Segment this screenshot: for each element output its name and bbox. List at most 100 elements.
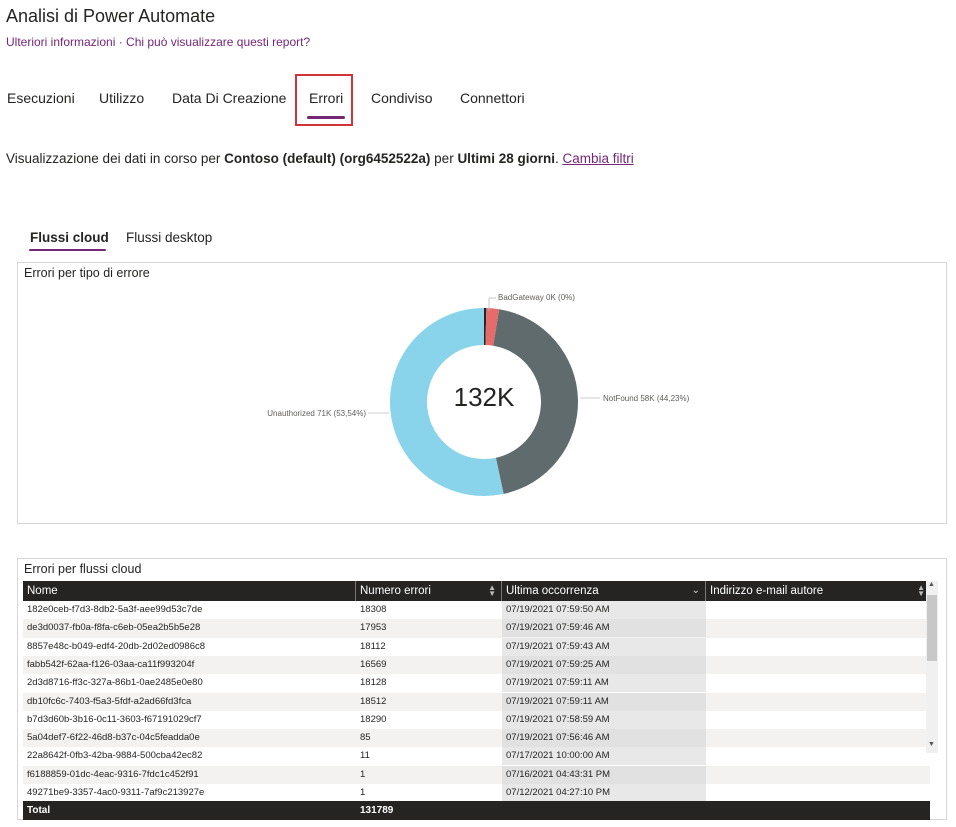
tab-utilizzo[interactable]: Utilizzo bbox=[99, 90, 145, 106]
donut-slice-badgateway[interactable] bbox=[484, 308, 487, 346]
cell-email bbox=[706, 766, 930, 784]
cell-numero-errori: 16569 bbox=[360, 658, 387, 670]
col-email-label: Indirizzo e-mail autore bbox=[710, 585, 824, 597]
scrollbar-thumb[interactable] bbox=[927, 595, 937, 661]
table-row[interactable]: db10fc6c-7403-f5a3-5fdf-a2ad66fd3fca 1851… bbox=[23, 692, 930, 711]
donut-slice-unauthorized[interactable] bbox=[389, 308, 504, 496]
sort-icon[interactable]: ▲ ▼ bbox=[488, 583, 496, 598]
table-header: Nome Numero errori ▲ ▼ Ultima occorrenza ⌄ … bbox=[23, 581, 930, 601]
table-row[interactable]: 2d3d8716-ff3c-327a-86b1-0ae2485e0e80 1812… bbox=[23, 674, 930, 693]
table-row[interactable]: de3d0037-fb0a-f8fa-c6eb-05ea2b5b5e28 1795… bbox=[23, 619, 930, 638]
tab-data-di-creazione[interactable]: Data Di Creazione bbox=[172, 90, 287, 106]
header-links: Ulteriori informazioni · Chi può visuali… bbox=[6, 35, 310, 49]
cell-ultima-occorrenza: 07/12/2021 04:27:10 PM bbox=[502, 784, 706, 802]
donut-slice-notfound[interactable] bbox=[493, 309, 578, 494]
table-row[interactable]: b7d3d60b-3b16-0c11-3603-f67191029cf7 1829… bbox=[23, 710, 930, 729]
subtab-cloud-underline bbox=[29, 249, 106, 251]
table-row[interactable]: 8857e48c-b049-edf4-20db-2d02ed0986c8 1811… bbox=[23, 637, 930, 656]
cell-ultima-occorrenza: 07/19/2021 07:59:50 AM bbox=[502, 601, 706, 619]
donut-chart: 132K BadGateway 0K (0%) NotFound 58K (44… bbox=[267, 293, 690, 496]
cell-numero-errori: 18512 bbox=[360, 695, 387, 707]
scroll-down-arrow-icon[interactable]: ▼ bbox=[928, 741, 935, 748]
filter-prefix: Visualizzazione dei dati in corso per bbox=[6, 151, 225, 166]
errors-table: Nome Numero errori ▲ ▼ Ultima occorrenza ⌄ … bbox=[23, 581, 930, 820]
cell-email bbox=[706, 693, 930, 711]
cell-email bbox=[706, 656, 930, 674]
table-row[interactable]: fabb542f-62aa-f126-03aa-ca11f993204f 1656… bbox=[23, 655, 930, 675]
scroll-up-arrow-icon[interactable]: ▲ bbox=[928, 581, 935, 588]
col-header-email[interactable]: Indirizzo e-mail autore ▲ ▼ bbox=[706, 581, 930, 601]
cell-nome: 22a8642f-0fb3-42ba-9884-500cba42ec82 bbox=[27, 750, 203, 762]
cell-email bbox=[706, 747, 930, 765]
cell-email bbox=[706, 711, 930, 729]
table-scrollbar[interactable]: ▲ ▼ bbox=[926, 581, 938, 753]
cell-email bbox=[706, 601, 930, 619]
total-label: Total bbox=[27, 805, 51, 816]
tab-connettori[interactable]: Connettori bbox=[460, 90, 525, 106]
cell-nome: db10fc6c-7403-f5a3-5fdf-a2ad66fd3fca bbox=[27, 695, 192, 707]
cell-numero-errori: 1 bbox=[360, 787, 366, 798]
col-header-ultima-occorrenza[interactable]: Ultima occorrenza ⌄ bbox=[502, 581, 706, 601]
cell-ultima-occorrenza: 07/19/2021 07:58:59 AM bbox=[502, 710, 706, 729]
table-row[interactable]: 49271be9-3357-4ac0-9311-7af9c213927e 1 07/… bbox=[23, 784, 930, 802]
sort-desc-chevron-icon[interactable]: ⌄ bbox=[691, 585, 700, 596]
cell-ultima-occorrenza: 07/19/2021 07:59:11 AM bbox=[502, 692, 706, 711]
subtab-desktop-flows[interactable]: Flussi desktop bbox=[126, 230, 213, 245]
cell-ultima-occorrenza: 07/16/2021 04:43:31 PM bbox=[502, 765, 706, 784]
table-row[interactable]: 22a8642f-0fb3-42ba-9884-500cba42ec82 11 07… bbox=[23, 747, 930, 766]
cell-nome: 182e0ceb-f7d3-8db2-5a3f-aee99d53c7de bbox=[27, 604, 203, 615]
cell-ultima-occorrenza: 07/19/2021 07:56:46 AM bbox=[502, 729, 706, 748]
col-nome-label: Nome bbox=[27, 585, 58, 597]
cell-email bbox=[706, 638, 930, 656]
tab-errori[interactable]: Errori bbox=[309, 90, 344, 106]
cell-nome: de3d0037-fb0a-f8fa-c6eb-05ea2b5b5e28 bbox=[27, 622, 201, 634]
tab-condiviso[interactable]: Condiviso bbox=[371, 90, 433, 106]
col-header-numero-errori[interactable]: Numero errori ▲ ▼ bbox=[356, 581, 502, 601]
cell-numero-errori: 1 bbox=[360, 768, 366, 780]
donut-title: Errori per tipo di errore bbox=[24, 266, 150, 280]
tab-errori-underline bbox=[307, 116, 345, 119]
cell-numero-errori: 18112 bbox=[360, 640, 386, 652]
table-row[interactable]: 5a04def7-6f22-46d8-b37c-04c5feadda0e 85 07… bbox=[23, 729, 930, 748]
filter-environment: Contoso (default) (org6452522a) bbox=[224, 151, 431, 166]
errors-by-flow-panel: Errori per flussi cloud Nome Numero erro… bbox=[17, 558, 947, 820]
filter-period: Ultimi 28 giorni bbox=[457, 151, 555, 166]
page-title: Analisi di Power Automate bbox=[6, 6, 216, 26]
cell-numero-errori: 18308 bbox=[360, 604, 387, 615]
cell-ultima-occorrenza: 07/19/2021 07:59:46 AM bbox=[502, 619, 706, 638]
who-can-view-link[interactable]: Chi può visualizzare questi report? bbox=[126, 35, 311, 49]
cell-numero-errori: 18128 bbox=[360, 677, 387, 689]
cell-email bbox=[706, 784, 930, 802]
change-filters-link[interactable]: Cambia filtri bbox=[562, 151, 634, 166]
cell-nome: b7d3d60b-3b16-0c11-3603-f67191029cf7 bbox=[27, 713, 202, 725]
cell-nome: fabb542f-62aa-f126-03aa-ca11f993204f bbox=[27, 658, 195, 670]
table-title: Errori per flussi cloud bbox=[24, 562, 142, 576]
donut-slice-other[interactable] bbox=[485, 308, 500, 346]
table-row[interactable]: 182e0ceb-f7d3-8db2-5a3f-aee99d53c7de 1830… bbox=[23, 601, 930, 619]
cell-numero-errori: 18290 bbox=[360, 713, 387, 725]
subtab-cloud-flows[interactable]: Flussi cloud bbox=[30, 230, 109, 245]
errors-by-type-panel: Errori per tipo di errore 132K BadGatewa… bbox=[17, 262, 947, 524]
table-row[interactable]: f6188859-01dc-4eac-9316-7fdc1c452f91 1 07/… bbox=[23, 765, 930, 784]
tab-esecuzioni[interactable]: Esecuzioni bbox=[7, 90, 75, 106]
sort-icon[interactable]: ▲ ▼ bbox=[917, 583, 925, 598]
more-info-link[interactable]: Ulteriori informazioni bbox=[6, 35, 116, 49]
cell-email bbox=[706, 619, 930, 637]
col-ultima-label: Ultima occorrenza bbox=[506, 585, 599, 597]
cell-numero-errori: 11 bbox=[360, 750, 370, 762]
filter-suffix: . bbox=[554, 151, 563, 166]
table-total-row: Total 131789 bbox=[23, 801, 930, 820]
filter-mid: per bbox=[430, 151, 458, 166]
col-header-nome[interactable]: Nome bbox=[23, 581, 356, 601]
cell-email bbox=[706, 729, 930, 747]
cell-ultima-occorrenza: 07/17/2021 10:00:00 AM bbox=[502, 747, 706, 766]
cell-nome: 2d3d8716-ff3c-327a-86b1-0ae2485e0e80 bbox=[27, 677, 203, 689]
cell-numero-errori: 85 bbox=[360, 732, 371, 744]
donut-center-value: 132K bbox=[454, 382, 515, 412]
selected-tab-highlight bbox=[295, 74, 353, 126]
cell-nome: 8857e48c-b049-edf4-20db-2d02ed0986c8 bbox=[27, 640, 206, 652]
total-value: 131789 bbox=[360, 805, 394, 816]
cell-ultima-occorrenza: 07/19/2021 07:59:11 AM bbox=[502, 674, 706, 693]
slice-label-unauthorized: Unauthorized 71K (53,54%) bbox=[267, 409, 366, 418]
col-numero-label: Numero errori bbox=[360, 585, 431, 597]
